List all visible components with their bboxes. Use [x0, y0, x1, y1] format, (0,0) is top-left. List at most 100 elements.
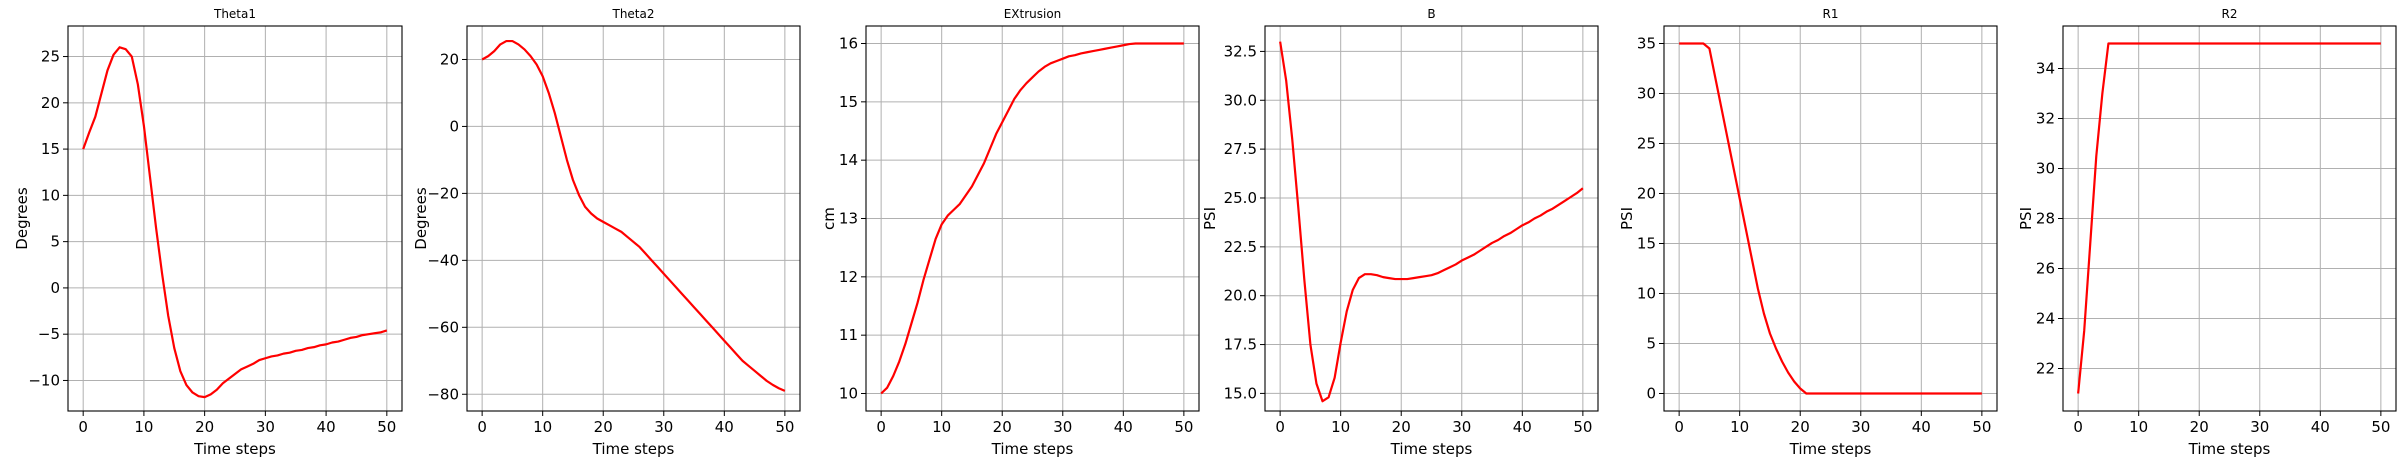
x-tick-label: 0 [2073, 418, 2083, 436]
y-tick-label: −40 [427, 251, 459, 269]
data-line [1679, 42, 1982, 395]
y-tick-label: −5 [38, 325, 60, 343]
y-tick-label: 26 [2036, 260, 2055, 278]
x-axis-label: Time steps [193, 440, 276, 458]
y-tick-label: 30 [2036, 160, 2055, 178]
x-tick-label: 40 [2311, 418, 2330, 436]
y-tick-label: 30 [1637, 85, 1656, 103]
subplot-r2: 0 10 20 30 40 50 22 24 26 28 30 32 34 R2 Time steps PSI [2017, 7, 2397, 458]
y-tick-label: 16 [839, 35, 858, 53]
y-axis-label: PSI [1618, 207, 1636, 230]
y-tick-label: 25.0 [1224, 189, 1257, 207]
y-tick-label: 25 [41, 48, 60, 66]
y-tick-label: −10 [28, 371, 60, 389]
chart-title: B [1427, 7, 1435, 21]
x-tick-label: 10 [932, 418, 951, 436]
y-tick-label: −60 [427, 318, 459, 336]
x-tick-label: 30 [1053, 418, 1072, 436]
x-tick-label: 30 [654, 418, 673, 436]
y-tick-label: 35 [1637, 35, 1656, 53]
x-tick-label: 30 [1452, 418, 1471, 436]
chart-title: R1 [1823, 7, 1839, 21]
x-tick-label: 30 [2250, 418, 2269, 436]
x-tick-label: 0 [1275, 418, 1285, 436]
y-tick-label: 15 [1637, 235, 1656, 253]
y-tick-label: −80 [427, 385, 459, 403]
y-tick-label: 5 [1646, 335, 1656, 353]
axes-frame [1663, 25, 1998, 412]
y-tick-label: 17.5 [1224, 336, 1257, 354]
chart-title: Theta1 [213, 7, 256, 21]
x-tick-label: 0 [78, 418, 88, 436]
y-tick-label: 10 [839, 385, 858, 403]
y-tick-label: 22.5 [1224, 238, 1257, 256]
y-tick-label: 34 [2036, 60, 2055, 78]
x-tick-label: 20 [1392, 418, 1411, 436]
subplot-theta1: 0 10 20 30 40 50 −10 −5 0 5 10 15 20 25 Theta1 Time ste… [13, 7, 403, 458]
x-tick-label: 10 [134, 418, 153, 436]
x-tick-label: 10 [533, 418, 552, 436]
x-tick-label: 40 [1912, 418, 1931, 436]
y-axis-label: PSI [1201, 207, 1219, 230]
y-tick-label: 15 [839, 93, 858, 111]
y-tick-label: 5 [50, 233, 60, 251]
y-axis-label: Degrees [412, 187, 430, 250]
axes-frame [67, 25, 403, 412]
y-tick-label: 20 [440, 50, 459, 68]
y-tick-label: 28 [2036, 210, 2055, 228]
chart-title: Theta2 [611, 7, 654, 21]
y-tick-label: 24 [2036, 310, 2055, 328]
y-tick-label: 32 [2036, 110, 2055, 128]
y-tick-label: 10 [41, 186, 60, 204]
y-axis-label: PSI [2017, 207, 2035, 230]
subplot-theta2: 0 10 20 30 40 50 −80 −60 −40 −20 0 20 Theta2 Time ste… [412, 7, 801, 458]
y-tick-label: 27.5 [1224, 140, 1257, 158]
x-tick-label: 30 [1851, 418, 1870, 436]
x-tick-label: 20 [195, 418, 214, 436]
chart-title: EXtrusion [1004, 7, 1062, 21]
y-tick-label: 0 [449, 117, 459, 135]
data-line [880, 42, 1184, 395]
y-tick-label: 13 [839, 210, 858, 228]
x-tick-label: 50 [377, 418, 396, 436]
data-line [82, 46, 388, 399]
data-line [2077, 42, 2381, 394]
x-tick-label: 0 [876, 418, 886, 436]
y-tick-label: 20 [1637, 185, 1656, 203]
x-tick-label: 50 [1972, 418, 1991, 436]
y-tick-label: 10 [1637, 285, 1656, 303]
axes-frame [466, 25, 801, 412]
x-tick-label: 30 [256, 418, 275, 436]
axes-frame [1264, 25, 1599, 412]
y-tick-label: 32.5 [1224, 42, 1257, 60]
y-tick-label: 0 [50, 279, 60, 297]
x-tick-label: 20 [1791, 418, 1810, 436]
x-tick-label: 20 [594, 418, 613, 436]
x-tick-label: 40 [1114, 418, 1133, 436]
y-tick-label: −20 [427, 184, 459, 202]
x-tick-label: 50 [775, 418, 794, 436]
x-tick-label: 40 [715, 418, 734, 436]
x-axis-label: Time steps [991, 440, 1074, 458]
y-tick-label: 0 [1646, 385, 1656, 403]
y-tick-label: 15 [41, 140, 60, 158]
x-tick-label: 20 [2190, 418, 2209, 436]
y-tick-label: 12 [839, 268, 858, 286]
y-axis-label: Degrees [13, 187, 31, 250]
x-tick-label: 50 [2371, 418, 2390, 436]
data-line [481, 39, 786, 392]
y-tick-label: 22 [2036, 360, 2055, 378]
x-tick-label: 20 [993, 418, 1012, 436]
x-tick-label: 0 [477, 418, 487, 436]
x-tick-label: 50 [1174, 418, 1193, 436]
x-tick-label: 10 [2129, 418, 2148, 436]
x-tick-label: 40 [1513, 418, 1532, 436]
subplot-r1: 0 10 20 30 40 50 0 5 10 15 20 25 30 35 R1 Time steps PSI [1618, 7, 1998, 458]
x-axis-label: Time steps [2188, 440, 2271, 458]
x-tick-label: 0 [1674, 418, 1684, 436]
y-axis-label: cm [820, 207, 838, 230]
y-tick-label: 11 [839, 326, 858, 344]
x-axis-label: Time steps [1390, 440, 1473, 458]
subplot-extrusion: 0 10 20 30 40 50 10 11 12 13 14 15 16 EXtrusion Time s… [820, 7, 1200, 458]
